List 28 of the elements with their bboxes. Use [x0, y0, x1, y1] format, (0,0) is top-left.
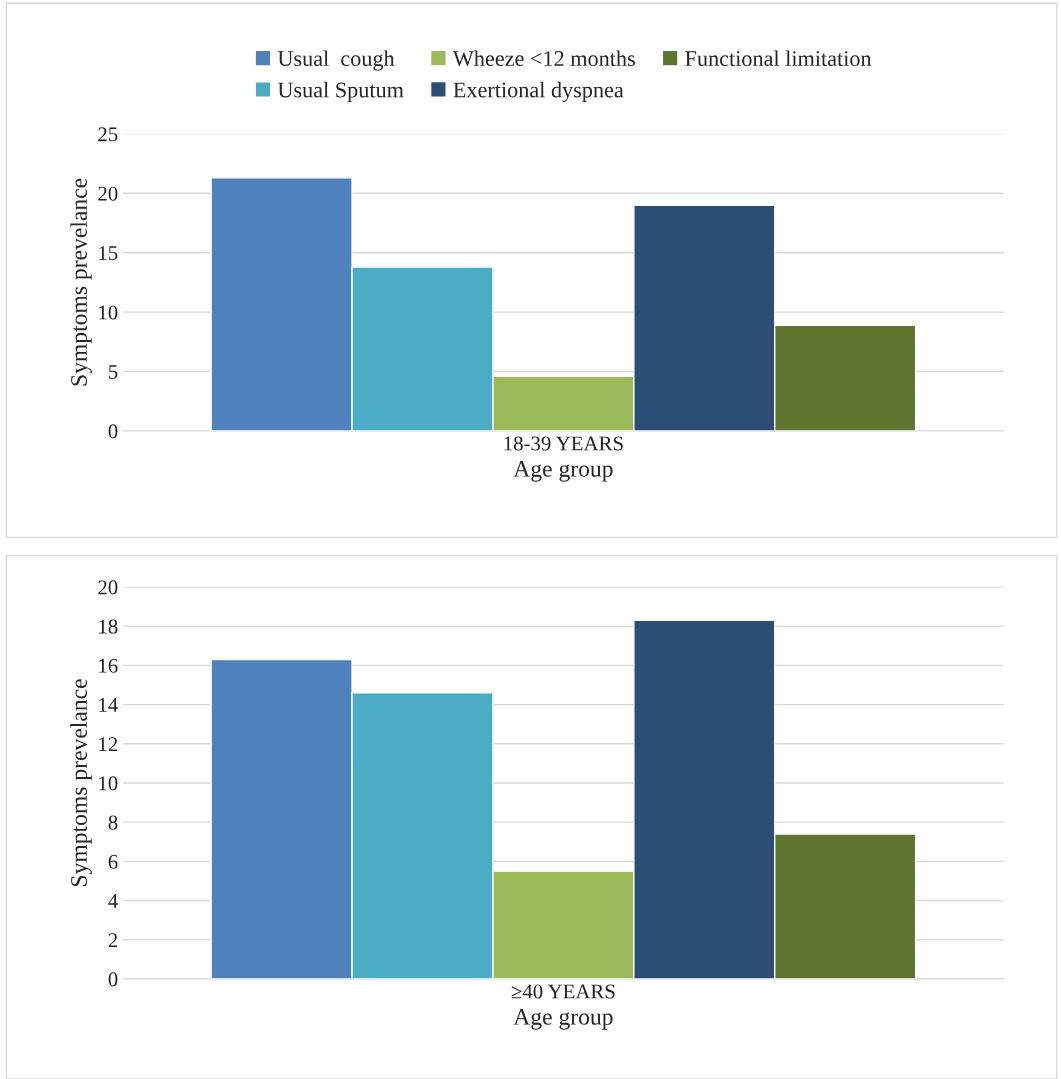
y-tick-label: 0	[108, 972, 118, 987]
y-tick-label: 2	[108, 933, 118, 947]
y-tick-label: 5	[109, 365, 118, 379]
legend-label: Usual cough	[277, 50, 395, 71]
legend-label: Functional limitation	[685, 50, 872, 67]
y-tick-label: 18	[99, 619, 118, 634]
y-tick-label: 0	[108, 424, 118, 439]
x-axis-title: Age group	[513, 460, 613, 482]
y-tick-label: 6	[108, 854, 118, 869]
y-tick-label: 10	[99, 305, 118, 320]
y-tick-label: 12	[99, 737, 118, 751]
x-tick-label: ≥40 YEARS	[511, 984, 615, 999]
legend-label: Exertional dyspnea	[453, 81, 624, 103]
y-tick-label: 15	[99, 246, 118, 261]
legend-label: Usual Sputum	[277, 81, 404, 103]
y-tick-label: 8	[108, 815, 118, 830]
y-axis-title: Symptoms prevelance	[70, 679, 92, 886]
y-axis-title: Symptoms prevelance	[70, 178, 92, 386]
y-tick-label: 25	[98, 127, 118, 142]
x-axis-title: Age group	[513, 1009, 613, 1030]
y-tick-label: 20	[98, 580, 118, 595]
y-tick-label: 14	[99, 698, 118, 712]
y-tick-label: 16	[99, 658, 118, 673]
y-tick-label: 4	[108, 894, 118, 908]
y-tick-label: 20	[98, 186, 118, 201]
legend-label: Wheeze <12 months	[452, 50, 635, 67]
y-tick-label: 10	[99, 776, 118, 791]
x-tick-label: 18-39 YEARS	[504, 436, 623, 451]
